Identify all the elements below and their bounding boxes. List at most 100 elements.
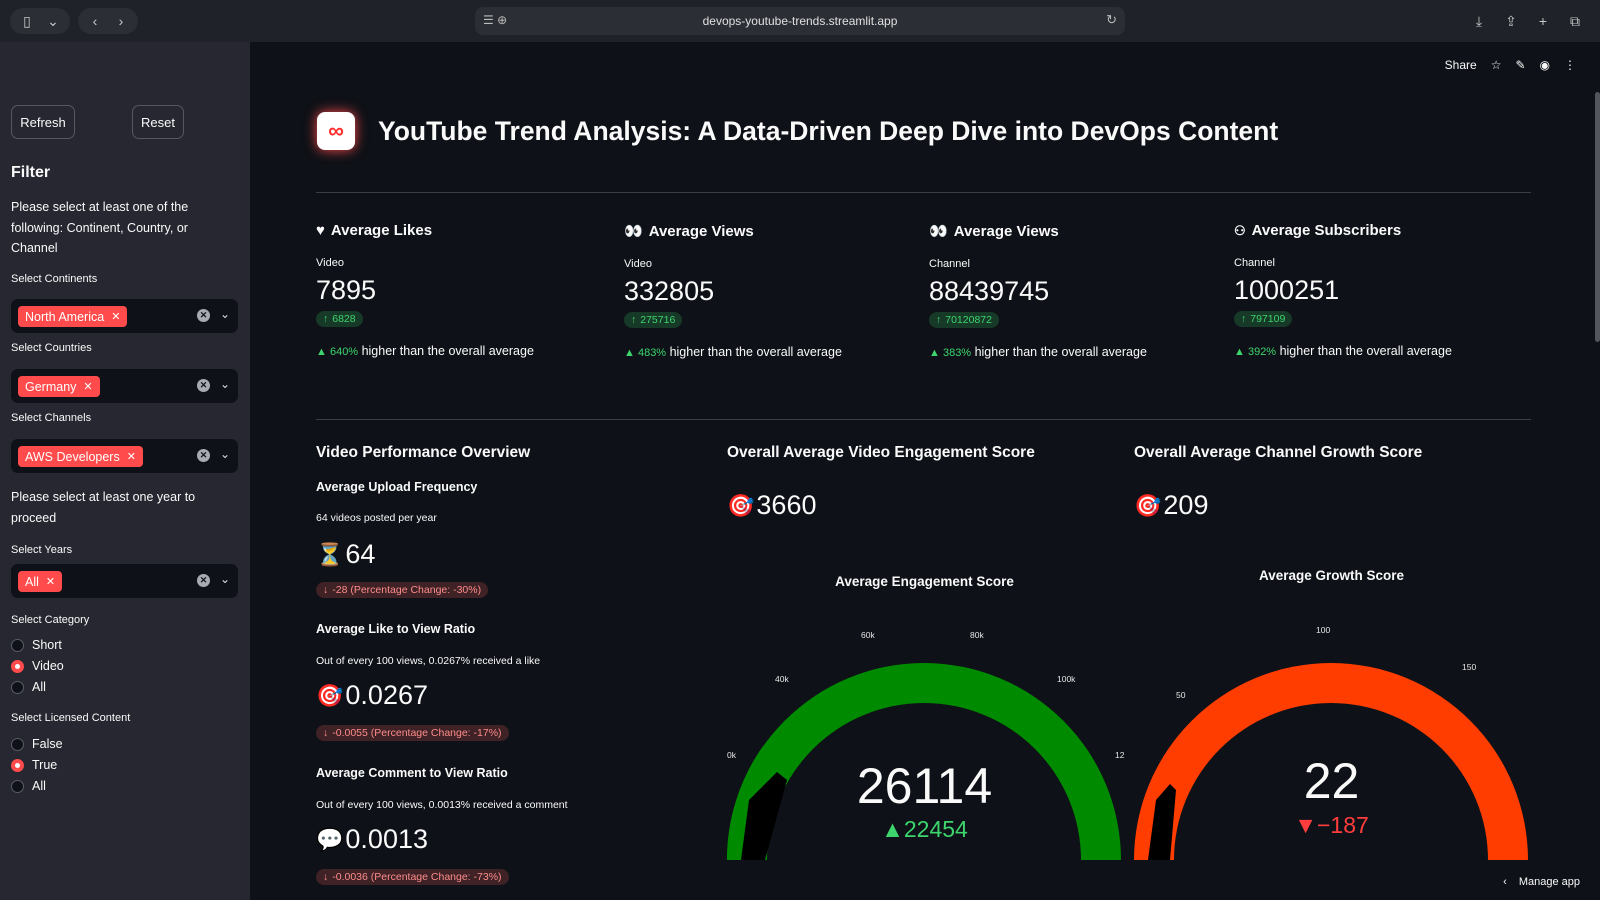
chevron-down-icon[interactable]: ⌄: [219, 307, 230, 321]
comment-ratio-title: Average Comment to View Ratio: [316, 766, 508, 780]
remove-chip-icon[interactable]: ✕: [126, 451, 136, 463]
metric-delta: ↑ 275716: [624, 312, 683, 328]
engagement-title: Overall Average Video Engagement Score: [727, 444, 1035, 461]
licensed-option-all[interactable]: All: [11, 779, 46, 793]
radio-button[interactable]: [11, 779, 24, 793]
app-logo: ∞: [317, 112, 355, 150]
gauge-arc: [1134, 663, 1528, 860]
country-chip[interactable]: Germany ✕: [18, 376, 100, 397]
delta-value: 797109: [1250, 313, 1286, 325]
category-option-video[interactable]: Video: [11, 659, 64, 673]
address-bar[interactable]: ☰ ⊕ devops-youtube-trends.streamlit.app …: [475, 7, 1125, 35]
gauge-title: Average Growth Score: [1258, 568, 1405, 583]
new-tab-icon[interactable]: +: [1538, 13, 1548, 29]
category-option-all[interactable]: All: [11, 680, 46, 694]
target-icon: 🎯: [316, 682, 344, 708]
delta-pill: ↓ -0.0036 (Percentage Change: -73%): [316, 869, 509, 885]
engagement-gauge: Average Engagement Score 0k 40k 60k 80k …: [727, 572, 1124, 862]
radio-button[interactable]: [11, 638, 24, 652]
gauge-tick: 150: [1462, 662, 1477, 672]
years-label: Select Years: [11, 544, 73, 556]
url-text: devops-youtube-trends.streamlit.app: [702, 14, 898, 28]
manage-app[interactable]: ‹ Manage app: [1503, 876, 1580, 888]
radio-button[interactable]: [11, 659, 24, 673]
years-select[interactable]: All ✕ ✕ ⌄: [11, 564, 238, 598]
reset-button[interactable]: Reset: [132, 105, 184, 139]
sidebar-toggle-group[interactable]: ▯ ⌄: [10, 8, 70, 34]
triangle-up-icon: ▲: [1234, 346, 1248, 358]
year-chip[interactable]: All ✕: [18, 571, 63, 592]
chevron-down-icon[interactable]: ⌄: [47, 12, 59, 29]
forward-icon[interactable]: ›: [118, 13, 124, 29]
gauge-title: Average Engagement Score: [835, 574, 1014, 589]
speech-bubble-icon: 💬: [316, 826, 344, 852]
metric-title: Average Likes: [330, 222, 433, 239]
channel-chip[interactable]: AWS Developers ✕: [18, 446, 143, 467]
chevron-down-icon[interactable]: ⌄: [219, 377, 230, 391]
licensed-option-true[interactable]: True: [11, 758, 57, 772]
video-performance-title: Video Performance Overview: [316, 444, 531, 461]
gauge-tick: 0k: [727, 750, 736, 760]
main-content: Share ☆ ✎ ◉ ⋮ ∞ YouTube Trend Analysis: …: [250, 42, 1600, 900]
metric-avg-likes: ♥ Average Likes Video 7895 ↑ 6828 ▲ 640% h…: [316, 222, 606, 358]
gauge-needle-bar: [1148, 784, 1176, 860]
reload-icon[interactable]: ↻: [1106, 12, 1117, 27]
metric-value: 88439745: [929, 276, 1050, 306]
star-icon[interactable]: ☆: [1490, 58, 1502, 72]
channels-select[interactable]: AWS Developers ✕ ✕ ⌄: [11, 439, 238, 473]
chip-label: Germany: [25, 379, 77, 394]
remove-chip-icon[interactable]: ✕: [45, 576, 56, 588]
countries-select[interactable]: Germany ✕ ✕ ⌄: [11, 369, 238, 403]
growth-value: 🎯 209: [1134, 490, 1208, 521]
gauge-delta: ▼−187: [1294, 812, 1369, 838]
category-option-short[interactable]: Short: [11, 638, 62, 652]
github-icon[interactable]: ◉: [1539, 58, 1550, 72]
growth-gauge: Average Growth Score 50 100 150 22 ▼−187: [1134, 568, 1529, 862]
clear-icon[interactable]: ✕: [197, 449, 210, 462]
tabs-overview-icon[interactable]: ⧉: [1570, 12, 1580, 29]
scrollbar[interactable]: [1595, 92, 1600, 342]
delta-pill: ↓ -28 (Percentage Change: -30%): [316, 582, 489, 598]
share-button[interactable]: Share: [1444, 58, 1477, 72]
edit-icon[interactable]: ✎: [1515, 58, 1526, 72]
engagement-value: 🎯 3660: [727, 490, 816, 521]
radio-button[interactable]: [11, 758, 24, 772]
continents-select[interactable]: North America ✕ ✕ ⌄: [11, 299, 238, 333]
year-hint: Please select at least one year to proce…: [11, 490, 196, 525]
person-icon: ⚇: [1234, 222, 1246, 238]
chevron-left-icon[interactable]: ‹: [1503, 876, 1507, 888]
radio-button[interactable]: [11, 737, 24, 751]
radio-button[interactable]: [11, 680, 24, 694]
value-text: 3660: [756, 490, 817, 520]
target-icon: 🎯: [1134, 492, 1162, 518]
licensed-option-false[interactable]: False: [11, 737, 63, 751]
delta-value: 275716: [640, 314, 676, 326]
delta-value: 70120872: [945, 314, 992, 326]
remove-chip-icon[interactable]: ✕: [111, 311, 121, 323]
upload-frequency-title: Average Upload Frequency: [316, 480, 478, 494]
delta-pill: ↓ -0.0055 (Percentage Change: -17%): [316, 725, 509, 741]
arrow-down-icon: ↓: [323, 727, 329, 739]
clear-icon[interactable]: ✕: [197, 574, 210, 587]
comment-ratio-desc: Out of every 100 views, 0.0013% received…: [316, 799, 568, 811]
metric-note: ▲ 383% higher than the overall average: [929, 345, 1219, 359]
chevron-down-icon[interactable]: ⌄: [219, 447, 230, 461]
arrow-down-icon: ↓: [323, 871, 329, 883]
triangle-up-icon: ▲: [929, 347, 943, 359]
chip-label: North America: [25, 309, 105, 324]
sidebar-icon[interactable]: ▯: [23, 12, 31, 29]
download-icon[interactable]: ⤓: [1475, 12, 1483, 29]
clear-icon[interactable]: ✕: [197, 379, 210, 392]
more-icon[interactable]: ⋮: [1564, 58, 1576, 72]
continent-chip[interactable]: North America ✕: [18, 306, 128, 327]
clear-icon[interactable]: ✕: [197, 309, 210, 322]
chevron-down-icon[interactable]: ⌄: [219, 572, 230, 586]
refresh-button[interactable]: Refresh: [11, 105, 75, 139]
eyes-icon: 👀: [624, 223, 643, 240]
page-settings-icon[interactable]: ☰ ⊕: [483, 13, 508, 27]
gauge-svg: [727, 663, 1121, 860]
share-icon[interactable]: ⇪: [1505, 12, 1517, 29]
divider: [316, 419, 1531, 420]
remove-chip-icon[interactable]: ✕: [83, 381, 93, 393]
back-icon[interactable]: ‹: [92, 13, 98, 29]
